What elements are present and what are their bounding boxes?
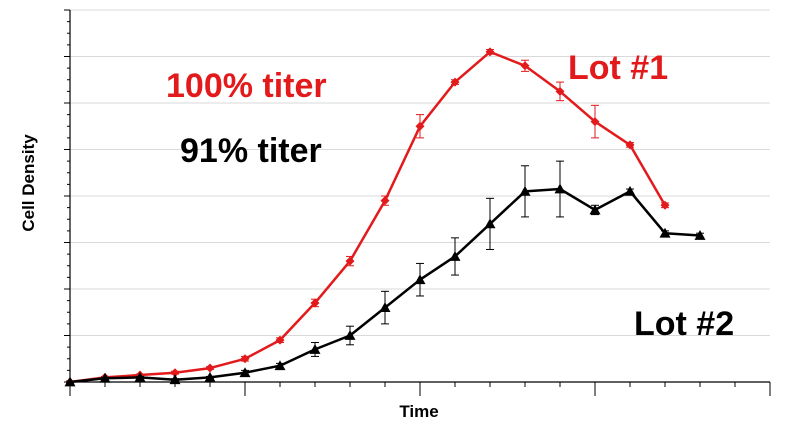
data-point-diamond xyxy=(555,86,565,96)
series-2 xyxy=(64,160,706,387)
data-point-diamond xyxy=(450,77,460,87)
data-point-triangle xyxy=(659,227,671,238)
data-point-diamond xyxy=(380,196,390,206)
annotation-91-titer: 91% titer xyxy=(180,132,322,170)
axes xyxy=(64,9,771,396)
data-point-triangle xyxy=(379,302,391,312)
data-point-triangle xyxy=(554,183,566,194)
data-point-triangle xyxy=(484,218,496,229)
series-layer xyxy=(64,47,706,387)
data-point-triangle xyxy=(694,230,706,240)
data-point-triangle xyxy=(169,374,181,385)
data-point-triangle xyxy=(519,185,531,196)
data-point-triangle xyxy=(239,367,251,378)
data-point-diamond xyxy=(240,354,250,364)
data-point-triangle xyxy=(589,204,601,215)
data-point-triangle xyxy=(449,250,461,261)
data-point-diamond xyxy=(485,47,495,57)
data-point-diamond xyxy=(590,117,600,127)
series-line xyxy=(69,50,667,384)
data-point-triangle xyxy=(414,274,426,285)
series-line xyxy=(69,187,701,384)
annotation-lot1: Lot #1 xyxy=(568,49,668,87)
y-axis-title: Cell Density xyxy=(19,134,38,232)
x-axis-title: Time xyxy=(399,402,438,421)
data-point-diamond xyxy=(625,140,635,150)
data-point-triangle xyxy=(64,376,76,387)
data-point-triangle xyxy=(309,343,321,354)
data-point-triangle xyxy=(99,372,111,383)
data-point-diamond xyxy=(310,298,320,308)
data-point-triangle xyxy=(274,360,286,371)
data-point-diamond xyxy=(415,121,425,131)
data-point-diamond xyxy=(275,335,285,345)
data-point-triangle xyxy=(134,371,146,382)
data-point-diamond xyxy=(205,363,215,373)
data-point-triangle xyxy=(624,185,636,196)
data-point-triangle xyxy=(344,330,356,340)
data-point-diamond xyxy=(520,61,530,71)
annotation-100-titer: 100% titer xyxy=(166,67,327,105)
data-point-diamond xyxy=(345,256,355,266)
annotation-lot2: Lot #2 xyxy=(634,305,734,343)
horizontal-gridlines xyxy=(70,9,770,336)
data-point-diamond xyxy=(660,200,670,210)
data-point-triangle xyxy=(204,371,216,382)
data-point-diamond xyxy=(170,368,180,378)
